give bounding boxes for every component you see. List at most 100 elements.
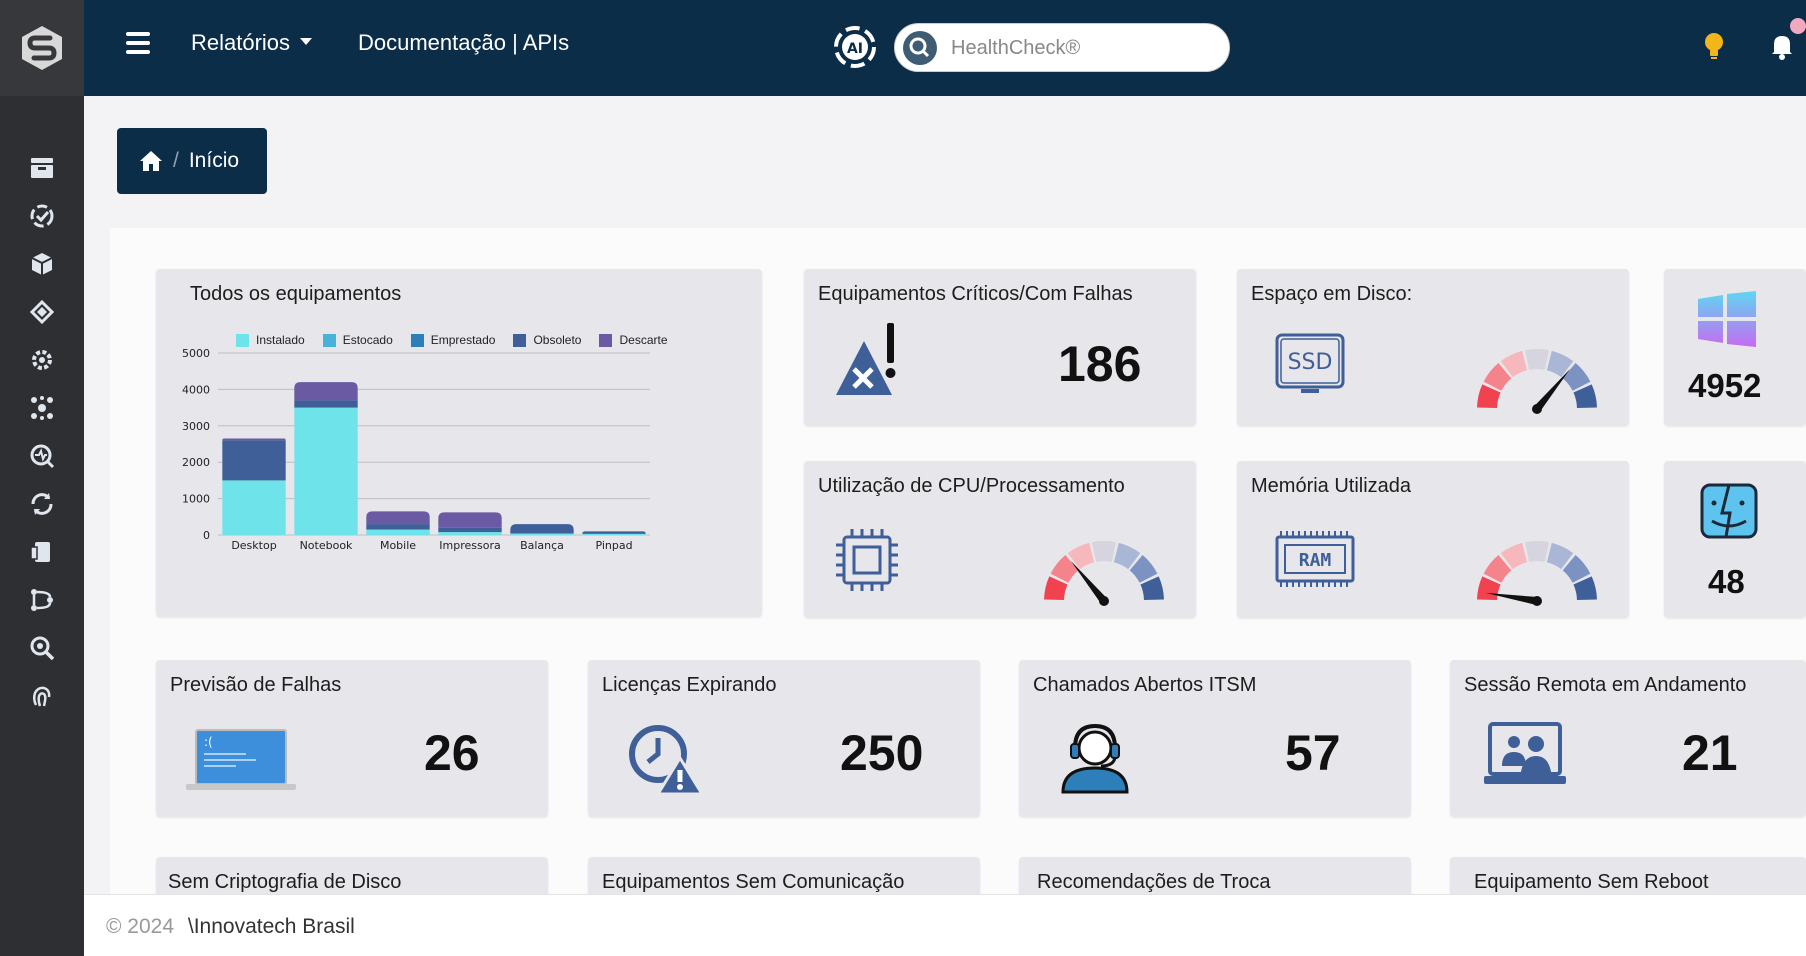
chart-title: Todos os equipamentos <box>190 283 402 305</box>
legend-label: Descarte <box>619 333 668 347</box>
bar-group-mobile[interactable] <box>366 511 430 535</box>
gauge-segment <box>1140 576 1164 601</box>
gauge-segment <box>1525 541 1549 562</box>
docs-link[interactable]: Documentação | APIs <box>358 30 570 55</box>
legend-item[interactable]: Estocado <box>322 333 393 347</box>
gauge-segment <box>1500 542 1528 570</box>
critical-count: 186 <box>1058 336 1142 392</box>
sidebar <box>0 0 84 956</box>
x-tick-label: Desktop <box>231 539 276 552</box>
app-logo[interactable] <box>0 0 84 96</box>
gauge-needle <box>1485 592 1538 605</box>
sidebar-item-health[interactable] <box>0 432 84 480</box>
menu-toggle-button[interactable] <box>126 32 150 54</box>
bar-group-pinpad[interactable] <box>582 531 646 535</box>
card-mac-count[interactable]: 48 <box>1664 461 1806 618</box>
card-windows-count[interactable]: 4952 <box>1664 269 1806 426</box>
bar-segment[interactable] <box>438 532 502 535</box>
bar-segment[interactable] <box>294 382 358 401</box>
windows-count: 4952 <box>1688 367 1762 404</box>
gauge-segment <box>1113 542 1141 570</box>
card-memory-usage[interactable]: Memória Utilizada RAM <box>1237 461 1629 618</box>
bar-chart: 0 1000 2000 3000 4000 5000 Desktop Notebook Mobi… <box>182 347 650 552</box>
bar-segment[interactable] <box>582 531 646 534</box>
bar-segment[interactable] <box>366 511 430 525</box>
bar-segment[interactable] <box>294 400 358 408</box>
y-tick-label: 4000 <box>182 383 210 396</box>
bar-segment[interactable] <box>222 438 286 441</box>
ai-assistant-icon[interactable]: AI <box>832 24 878 70</box>
legend-item[interactable]: Descarte <box>599 333 668 347</box>
card-critical-equipment[interactable]: Equipamentos Críticos/Com Falhas 186 <box>804 269 1196 426</box>
cpu-gauge <box>1044 541 1164 606</box>
bar-group-notebook[interactable] <box>294 382 358 535</box>
search-input[interactable] <box>951 34 1211 62</box>
sidebar-item-inventory[interactable] <box>0 144 84 192</box>
gauge-segment <box>1562 363 1591 391</box>
sidebar-item-settings[interactable] <box>0 336 84 384</box>
legend-item[interactable]: Instalado <box>236 333 305 347</box>
bar-segment[interactable] <box>366 529 430 535</box>
card-licenses-expiring[interactable]: Licenças Expirando 250 <box>588 660 980 817</box>
sidebar-item-automation[interactable] <box>0 576 84 624</box>
cpu-icon <box>836 529 898 591</box>
flow-icon <box>31 589 53 611</box>
card-cpu-usage[interactable]: Utilização de CPU/Processamento <box>804 461 1196 618</box>
sidebar-item-software[interactable] <box>0 288 84 336</box>
bar-segment[interactable] <box>510 524 574 534</box>
ram-icon: RAM <box>1275 531 1355 587</box>
bar-segment[interactable] <box>222 440 286 481</box>
copyright: © 2024 <box>106 915 175 938</box>
bar-segment[interactable] <box>582 533 646 535</box>
company-link[interactable]: \Innovatech Brasil <box>187 915 355 938</box>
gauge-segment <box>1573 576 1597 601</box>
bar-segment[interactable] <box>510 533 574 535</box>
bar-group-balança[interactable] <box>510 524 574 535</box>
home-icon[interactable] <box>139 150 163 172</box>
bar-segment[interactable] <box>294 407 358 535</box>
sidebar-item-security[interactable] <box>0 672 84 720</box>
search-icon[interactable] <box>903 31 937 65</box>
sync-icon <box>31 493 53 515</box>
bar-segment[interactable] <box>438 512 502 528</box>
bar-segment[interactable] <box>438 527 502 533</box>
sidebar-item-diagnostics[interactable] <box>0 624 84 672</box>
bell-icon[interactable] <box>1770 32 1794 60</box>
legend-item[interactable]: Obsoleto <box>513 333 581 347</box>
legend-label: Instalado <box>256 333 305 347</box>
itsm-count: 57 <box>1285 725 1341 781</box>
failure-forecast-count: 26 <box>424 725 480 781</box>
bar-group-impressora[interactable] <box>438 512 502 535</box>
memory-gauge <box>1477 541 1597 606</box>
gauge-segment <box>1483 555 1512 583</box>
card-remote-sessions[interactable]: Sessão Remota em Andamento 21 <box>1450 660 1806 817</box>
disk-gauge <box>1477 349 1597 414</box>
monitoring-icon <box>30 204 54 228</box>
bar-segment[interactable] <box>366 524 430 530</box>
lightbulb-icon[interactable] <box>1702 32 1726 60</box>
y-tick-label: 5000 <box>182 347 210 360</box>
legend-swatch <box>513 333 527 347</box>
gear-icon <box>32 350 52 370</box>
footer: © 2024 \Innovatech Brasil <box>84 894 1806 956</box>
sidebar-item-packages[interactable] <box>0 240 84 288</box>
legend-item[interactable]: Emprestado <box>410 333 495 347</box>
inventory-icon <box>31 158 53 178</box>
reports-menu[interactable]: Relatórios <box>191 30 313 56</box>
legend-swatch <box>236 333 249 347</box>
sidebar-item-devices[interactable] <box>0 528 84 576</box>
card-disk-space[interactable]: Espaço em Disco: SSD <box>1237 269 1629 426</box>
remote-session-icon <box>1484 722 1566 784</box>
sidebar-item-monitoring[interactable] <box>0 192 84 240</box>
bar-group-desktop[interactable] <box>222 438 286 535</box>
gauge-hub <box>1532 404 1542 414</box>
sidebar-item-sync[interactable] <box>0 480 84 528</box>
licenses-count: 250 <box>840 725 924 781</box>
health-search-icon <box>30 444 55 469</box>
card-failure-forecast[interactable]: Previsão de Falhas :( 26 <box>156 660 548 817</box>
sidebar-item-network[interactable] <box>0 384 84 432</box>
x-tick-label: Balança <box>520 539 564 552</box>
bar-segment[interactable] <box>222 480 286 535</box>
gauge-needle <box>1533 368 1571 412</box>
card-itsm-tickets[interactable]: Chamados Abertos ITSM 57 <box>1019 660 1411 817</box>
